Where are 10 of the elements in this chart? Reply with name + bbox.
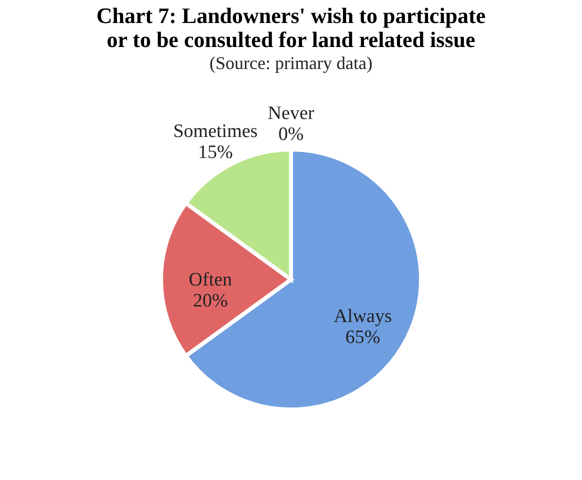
slice-label: Sometimes (173, 121, 258, 142)
data-label: 65% (345, 327, 380, 348)
chart-title: Chart 7: Landowners' wish to participate or to be consulted for land related issue (96, 3, 486, 52)
slice-label: Often (188, 270, 233, 290)
chart-subtitle: (Source: primary data) (210, 53, 372, 73)
text: 0% (278, 124, 304, 146)
data-label: 20% (192, 290, 228, 312)
slice-label: Always (334, 306, 392, 328)
category-label: Never (268, 103, 314, 124)
data-label: 15% (198, 142, 234, 164)
